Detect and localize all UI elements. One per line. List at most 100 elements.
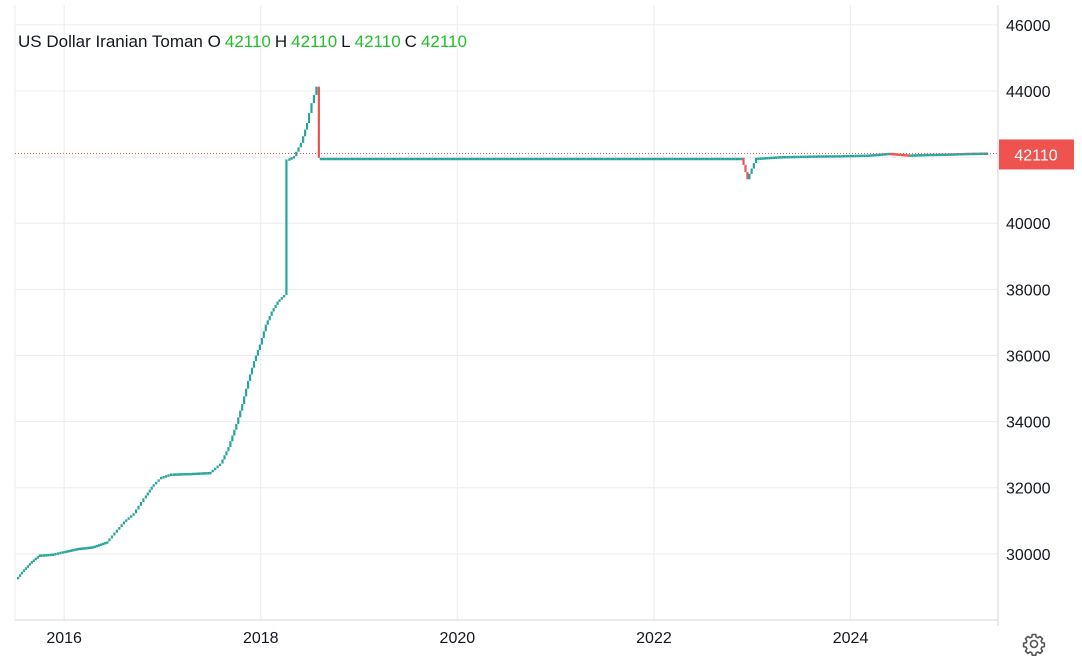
candle: [573, 157, 576, 161]
candle: [391, 157, 395, 161]
candle: [18, 574, 22, 577]
candle: [757, 157, 760, 161]
candle: [211, 469, 214, 473]
candle: [590, 157, 593, 161]
candle: [304, 129, 307, 137]
candle: [319, 157, 322, 161]
candle: [283, 294, 286, 298]
candle: [896, 153, 899, 156]
candle: [645, 157, 648, 161]
candle: [305, 123, 309, 130]
candle: [964, 152, 967, 156]
candle: [527, 157, 530, 161]
candle: [420, 157, 423, 161]
candle: [942, 153, 945, 157]
candle: [200, 472, 203, 475]
candle: [924, 153, 928, 157]
candle: [597, 157, 600, 161]
candle: [276, 301, 279, 305]
candle: [874, 153, 877, 157]
legend-symbol: US Dollar Iranian Toman: [18, 32, 203, 51]
candle: [49, 553, 52, 557]
candle: [662, 157, 665, 161]
candle: [365, 157, 368, 161]
candle: [845, 154, 848, 158]
candle: [189, 472, 192, 476]
candle: [341, 157, 344, 161]
candle: [748, 173, 751, 180]
candle: [274, 304, 277, 309]
candle: [599, 157, 602, 161]
candle: [113, 532, 116, 536]
candle: [496, 157, 499, 161]
candle: [713, 157, 716, 161]
candle: [516, 157, 519, 161]
candle: [28, 563, 31, 566]
gear-icon[interactable]: [1022, 632, 1046, 657]
candle: [104, 542, 107, 545]
candle: [854, 154, 857, 158]
candle: [752, 163, 755, 169]
candle: [144, 495, 147, 499]
candle: [937, 153, 941, 157]
candle: [268, 315, 271, 321]
candle: [529, 157, 532, 161]
candle: [894, 153, 897, 156]
candle: [243, 396, 246, 405]
candle: [198, 472, 201, 475]
candle: [227, 447, 230, 452]
candle: [413, 157, 416, 161]
candle: [70, 549, 73, 552]
y-tick-label: 44000: [1006, 84, 1051, 101]
candle: [494, 157, 497, 161]
candle: [132, 513, 135, 516]
candle: [507, 157, 510, 161]
candle: [586, 157, 589, 161]
candle: [702, 157, 705, 161]
candle: [485, 157, 488, 161]
candle: [700, 157, 703, 161]
candle: [185, 473, 188, 476]
candle: [849, 154, 852, 158]
candle: [726, 157, 730, 161]
candle: [422, 157, 425, 161]
candle: [768, 156, 771, 160]
candle: [542, 157, 545, 161]
candle: [223, 455, 226, 460]
candle: [618, 157, 622, 161]
candle: [108, 538, 111, 542]
candle: [352, 157, 355, 161]
candle: [442, 157, 445, 161]
candle: [187, 472, 190, 476]
y-tick-label: 36000: [1006, 348, 1051, 365]
candle: [693, 157, 696, 161]
candle: [155, 481, 158, 485]
candle: [252, 361, 256, 368]
candle: [544, 157, 547, 161]
candle: [872, 154, 875, 157]
candle: [474, 157, 478, 161]
candle: [439, 157, 443, 161]
candle: [40, 554, 43, 557]
candle: [97, 544, 101, 547]
candle: [428, 157, 432, 161]
legend-close-label: C: [404, 32, 417, 51]
candle: [678, 157, 681, 161]
candle: [278, 299, 281, 302]
candle: [299, 142, 302, 148]
candle: [241, 404, 244, 411]
candle: [878, 153, 882, 157]
candle: [178, 473, 182, 476]
candle: [459, 157, 462, 161]
candle: [750, 168, 753, 174]
candle: [479, 157, 482, 161]
candle: [793, 155, 796, 159]
candle: [321, 157, 325, 161]
candle: [246, 380, 250, 389]
candle: [202, 472, 206, 475]
candle: [979, 152, 982, 156]
candle: [961, 152, 965, 156]
legend-open-label: O: [207, 32, 221, 51]
candle: [638, 157, 641, 161]
candle: [398, 157, 401, 161]
